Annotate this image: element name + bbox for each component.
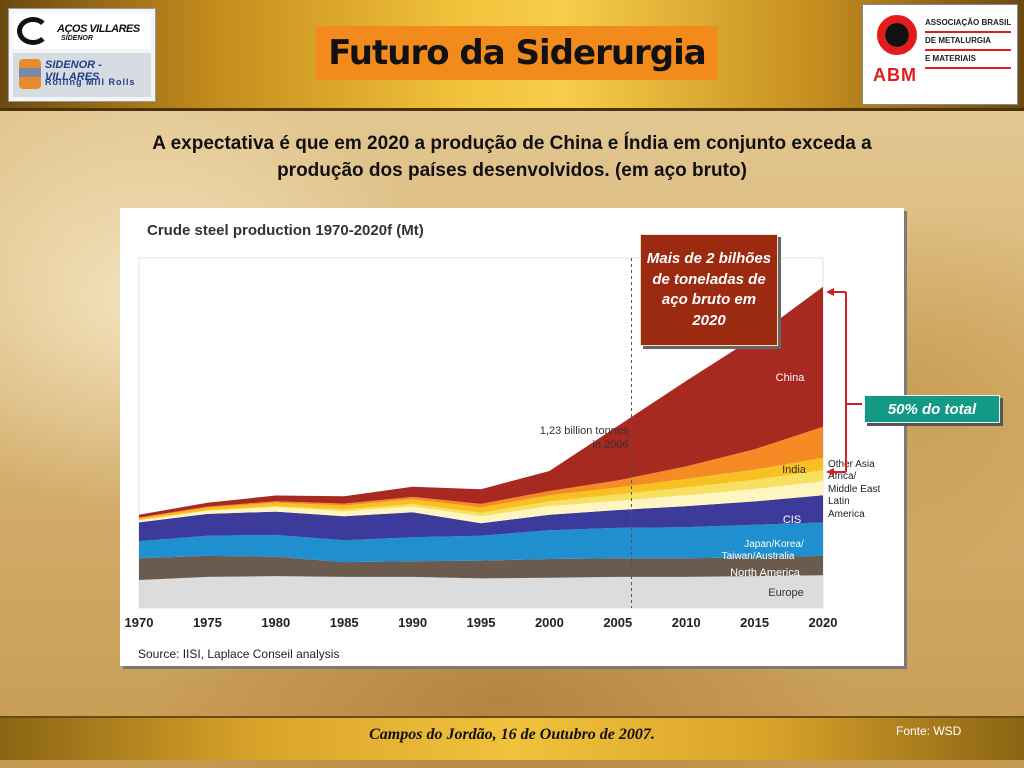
fifty-percent-callout-text: 50% do total — [887, 400, 977, 418]
acos-villares-logo-subtext: SIDENOR — [61, 35, 93, 42]
abm-logo-abbr: ABM — [873, 65, 917, 85]
series-label-north-america: North America — [730, 567, 801, 579]
abm-logo-lines: ASSOCIAÇÃO BRASILEIRA DE METALURGIA E MA… — [925, 15, 1011, 69]
headline-line-1: A expectativa é que em 2020 a produção d… — [152, 133, 872, 154]
abm-logo: ABM ASSOCIAÇÃO BRASILEIRA DE METALURGIA … — [862, 4, 1018, 105]
x-tick-label-2020: 2020 — [809, 615, 838, 630]
x-tick-label-2015: 2015 — [740, 615, 769, 630]
swirl-icon — [17, 17, 49, 45]
annotation-1-23-billion: 1,23 billion tonnes — [540, 425, 629, 437]
acos-villares-logo-top: AÇOS VILLARES SIDENOR — [13, 13, 151, 49]
chart-title: Crude steel production 1970-2020f (Mt) — [147, 222, 424, 239]
x-tick-label-2010: 2010 — [672, 615, 701, 630]
sidenor-mark-icon — [19, 59, 41, 89]
x-tick-label-1970: 1970 — [125, 615, 154, 630]
series-label-japan-korea: Japan/Korea/ — [744, 539, 804, 550]
annotation-in-2006: in 2006 — [592, 439, 628, 451]
source-note: Fonte: WSD — [896, 724, 962, 738]
two-billion-callout: Mais de 2 bilhões de toneladas de aço br… — [640, 234, 778, 346]
steel-production-chart: Crude steel production 1970-2020f (Mt) 1,… — [125, 222, 881, 661]
series-label-europe: Europe — [768, 587, 803, 599]
x-tick-label-2005: 2005 — [603, 615, 632, 630]
sidenor-villares-logo-text: SIDENOR - VILLARES — [45, 59, 102, 83]
x-tick-label-1990: 1990 — [398, 615, 427, 630]
sidenor-villares-logo: SIDENOR - VILLARES Rolling Mill Rolls — [13, 53, 151, 97]
acos-villares-logo: AÇOS VILLARES SIDENOR SIDENOR - VILLARES… — [8, 8, 156, 102]
x-tick-label-1995: 1995 — [467, 615, 496, 630]
series-label-cis: CIS — [783, 514, 801, 526]
area-middle-east — [139, 470, 823, 521]
x-tick-label-1985: 1985 — [330, 615, 359, 630]
area-latin-america — [139, 481, 823, 524]
area-india — [139, 426, 823, 519]
page-title: Futuro da Siderurgia — [328, 33, 706, 73]
page-title-box: Futuro da Siderurgia — [316, 26, 718, 80]
chart-frame: Crude steel production 1970-2020f (Mt) 1,… — [120, 208, 904, 666]
area-other-asia-africa — [139, 457, 823, 520]
area-europe — [139, 575, 823, 608]
x-tick-label-1980: 1980 — [261, 615, 290, 630]
headline: A expectativa é que em 2020 a produção d… — [40, 130, 984, 184]
acos-villares-logo-text: AÇOS VILLARES — [57, 23, 140, 35]
footer-text: Campos do Jordão, 16 de Outubro de 2007. — [369, 726, 655, 743]
fifty-percent-callout: 50% do total — [864, 395, 1000, 423]
abm-ring-center-icon — [885, 23, 909, 47]
area-china — [139, 286, 823, 518]
legend-other-asia: Other Asia — [828, 459, 875, 470]
legend-america: America — [828, 509, 865, 520]
x-tick-label-1975: 1975 — [193, 615, 222, 630]
bottom-banner — [0, 716, 1024, 760]
series-label-china: China — [776, 372, 806, 384]
area-cis — [139, 495, 823, 542]
abm-logo-line-2: DE METALURGIA — [925, 33, 1011, 51]
abm-logo-line-1: ASSOCIAÇÃO BRASILEIRA — [925, 15, 1011, 33]
series-label-taiwan-australia: Taiwan/Australia — [722, 551, 795, 562]
x-tick-label-2000: 2000 — [535, 615, 564, 630]
legend-latin: Latin — [828, 496, 850, 507]
abm-logo-line-3: E MATERIAIS — [925, 51, 1011, 69]
two-billion-callout-text: Mais de 2 bilhões de toneladas de aço br… — [646, 250, 772, 329]
legend-middle-east: Middle East — [828, 484, 880, 495]
sidenor-villares-logo-subtext: Rolling Mill Rolls — [45, 77, 136, 87]
legend-africa: Africa/ — [828, 471, 857, 482]
chart-source: Source: IISI, Laplace Conseil analysis — [138, 647, 339, 661]
abm-ring-icon — [877, 15, 917, 55]
area-japan-korea-taiwan-australia — [139, 522, 823, 563]
series-label-india: India — [782, 464, 807, 476]
area-north-america — [139, 555, 823, 580]
headline-line-2: produção dos países desenvolvidos. (em a… — [277, 160, 747, 181]
